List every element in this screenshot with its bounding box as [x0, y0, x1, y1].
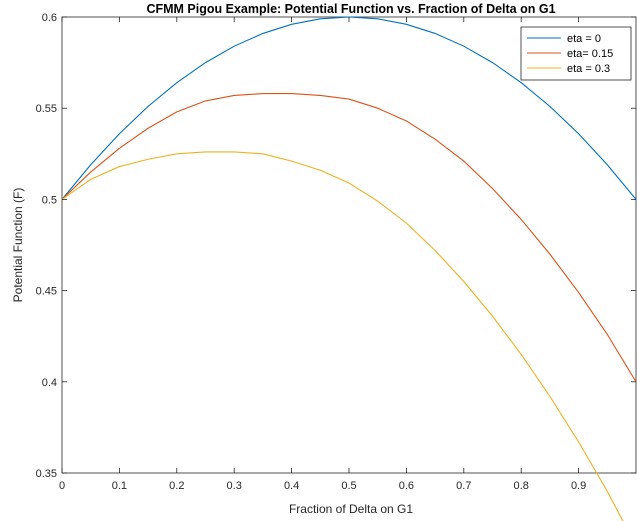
chart-title: CFMM Pigou Example: Potential Function v…: [146, 2, 555, 16]
x-tick-label: 0.3: [227, 480, 242, 492]
plot-frame: [61, 16, 637, 474]
y-tick-label: 0.4: [42, 377, 57, 389]
legend-label-3: eta = 0.3: [567, 63, 610, 75]
x-tick-label: 0.6: [399, 480, 414, 492]
x-tick-label: 0.7: [456, 480, 471, 492]
y-tick-label: 0.5: [42, 194, 57, 206]
series-line-3: [61, 151, 624, 521]
legend-label-2: eta= 0.15: [567, 48, 613, 60]
legend-label-1: eta = 0: [567, 33, 601, 45]
y-axis-ticks: 0.35 0.4 0.45 0.5 0.55 0.6: [36, 12, 636, 480]
x-tick-label: 0: [59, 480, 65, 492]
y-tick-label: 0.35: [36, 468, 57, 480]
y-tick-label: 0.55: [36, 103, 57, 115]
x-tick-label: 0.2: [169, 480, 184, 492]
plot-area: 0 0.1 0.2 0.3 0.4 0.5 0.6 0.7 0.8 0.9 0.35 0.4 0.45…: [36, 12, 637, 521]
y-axis-label: Potential Function (F): [11, 188, 25, 303]
x-axis-ticks: 0 0.1 0.2 0.3 0.4 0.5 0.6 0.7 0.8 0.9: [59, 17, 586, 492]
x-tick-label: 0.1: [112, 480, 127, 492]
x-tick-label: 0.8: [514, 480, 529, 492]
y-tick-label: 0.6: [42, 12, 57, 24]
x-tick-label: 0.9: [571, 480, 586, 492]
series-line-2: [61, 93, 637, 383]
legend: eta = 0 eta= 0.15 eta = 0.3: [520, 26, 632, 81]
x-axis-label: Fraction of Delta on G1: [289, 502, 413, 516]
x-tick-label: 0.4: [284, 480, 299, 492]
y-tick-label: 0.45: [36, 286, 57, 298]
x-tick-label: 0.5: [341, 480, 356, 492]
